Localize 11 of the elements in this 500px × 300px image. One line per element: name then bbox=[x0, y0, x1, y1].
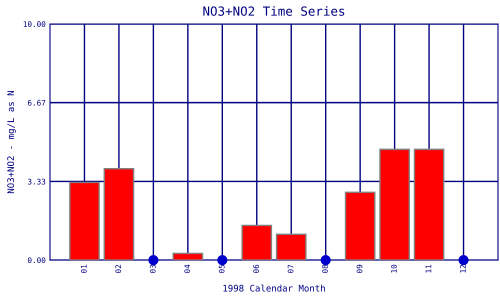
chart-title: NO3+NO2 Time Series bbox=[203, 6, 344, 16]
bar bbox=[414, 148, 444, 260]
bar bbox=[104, 168, 134, 260]
bar bbox=[69, 182, 100, 260]
bar bbox=[276, 234, 307, 260]
y-axis-title: NO3+NO2 - mg/L as N bbox=[7, 91, 16, 194]
bar bbox=[344, 192, 376, 260]
bar bbox=[172, 252, 204, 260]
bar bbox=[379, 148, 410, 260]
x-axis-title: 1998 Calendar Month bbox=[223, 284, 325, 292]
bar bbox=[241, 224, 272, 260]
